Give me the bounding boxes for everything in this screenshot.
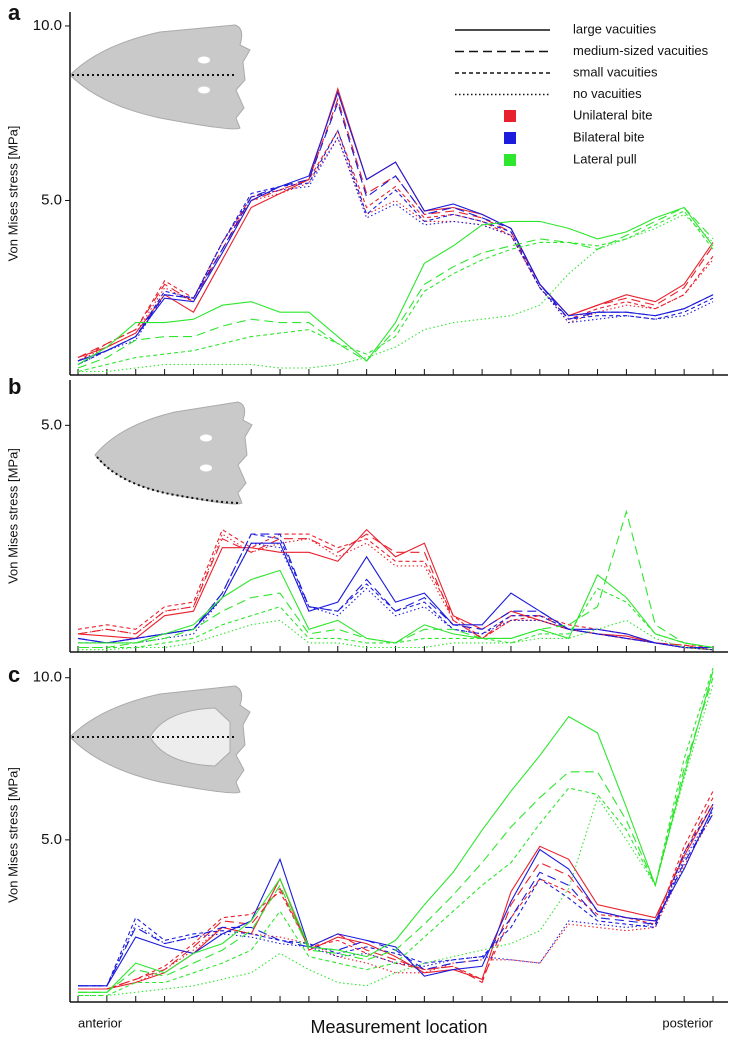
series-line — [78, 533, 714, 651]
series-line — [78, 803, 714, 987]
x-tick-label: posterior — [662, 1015, 713, 1030]
series-line — [78, 677, 714, 993]
series-line — [78, 803, 714, 990]
series-line — [77, 136, 714, 362]
series-line — [78, 619, 714, 651]
series-line — [77, 136, 714, 365]
series-line — [77, 101, 714, 362]
legend-swatch — [504, 110, 516, 122]
series-line — [77, 206, 714, 369]
skull-a — [69, 24, 251, 130]
series-line — [78, 542, 714, 651]
series-line — [77, 206, 714, 365]
legend-label: large vacuities — [573, 21, 657, 36]
x-tick-label: anterior — [78, 1015, 123, 1030]
x-axis-label: Measurement location — [310, 1017, 487, 1037]
series-line — [78, 807, 714, 987]
series-line — [77, 542, 713, 649]
series-line — [77, 528, 714, 651]
legend-label: Unilateral bite — [573, 107, 653, 122]
series-line — [78, 797, 714, 990]
legend-label: Lateral pull — [573, 151, 637, 166]
y-tick-label: 10.0 — [33, 669, 62, 686]
skull-c — [69, 685, 251, 794]
series-line — [78, 667, 714, 997]
legend-swatch — [504, 132, 516, 144]
skull-b — [94, 401, 253, 505]
series-line — [78, 671, 714, 993]
series-line — [78, 813, 714, 990]
panel-label: b — [8, 374, 21, 399]
legend-swatch — [504, 154, 516, 166]
y-tick-label: 5.0 — [41, 191, 62, 208]
legend-label: Bilateral bite — [573, 129, 645, 144]
series-line — [78, 587, 714, 649]
legend-label: medium-sized vacuities — [573, 43, 709, 58]
y-tick-label: 5.0 — [41, 831, 62, 848]
legend-label: no vacuities — [573, 86, 642, 101]
panel-label: a — [8, 0, 21, 25]
series-line — [77, 90, 714, 362]
y-axis-label: Von Mises stress [MPa] — [5, 126, 20, 262]
y-axis-label: Von Mises stress [MPa] — [5, 448, 20, 584]
series-line — [77, 528, 714, 649]
series-line — [77, 129, 714, 365]
series-line — [78, 509, 714, 649]
series-line — [78, 213, 714, 373]
y-tick-label: 10.0 — [33, 17, 62, 34]
y-axis-label: Von Mises stress [MPa] — [5, 767, 20, 903]
series-line — [77, 210, 714, 373]
series-line — [77, 129, 714, 362]
panel-label: c — [8, 662, 20, 687]
legend-label: small vacuities — [573, 64, 658, 79]
y-tick-label: 5.0 — [41, 416, 62, 433]
